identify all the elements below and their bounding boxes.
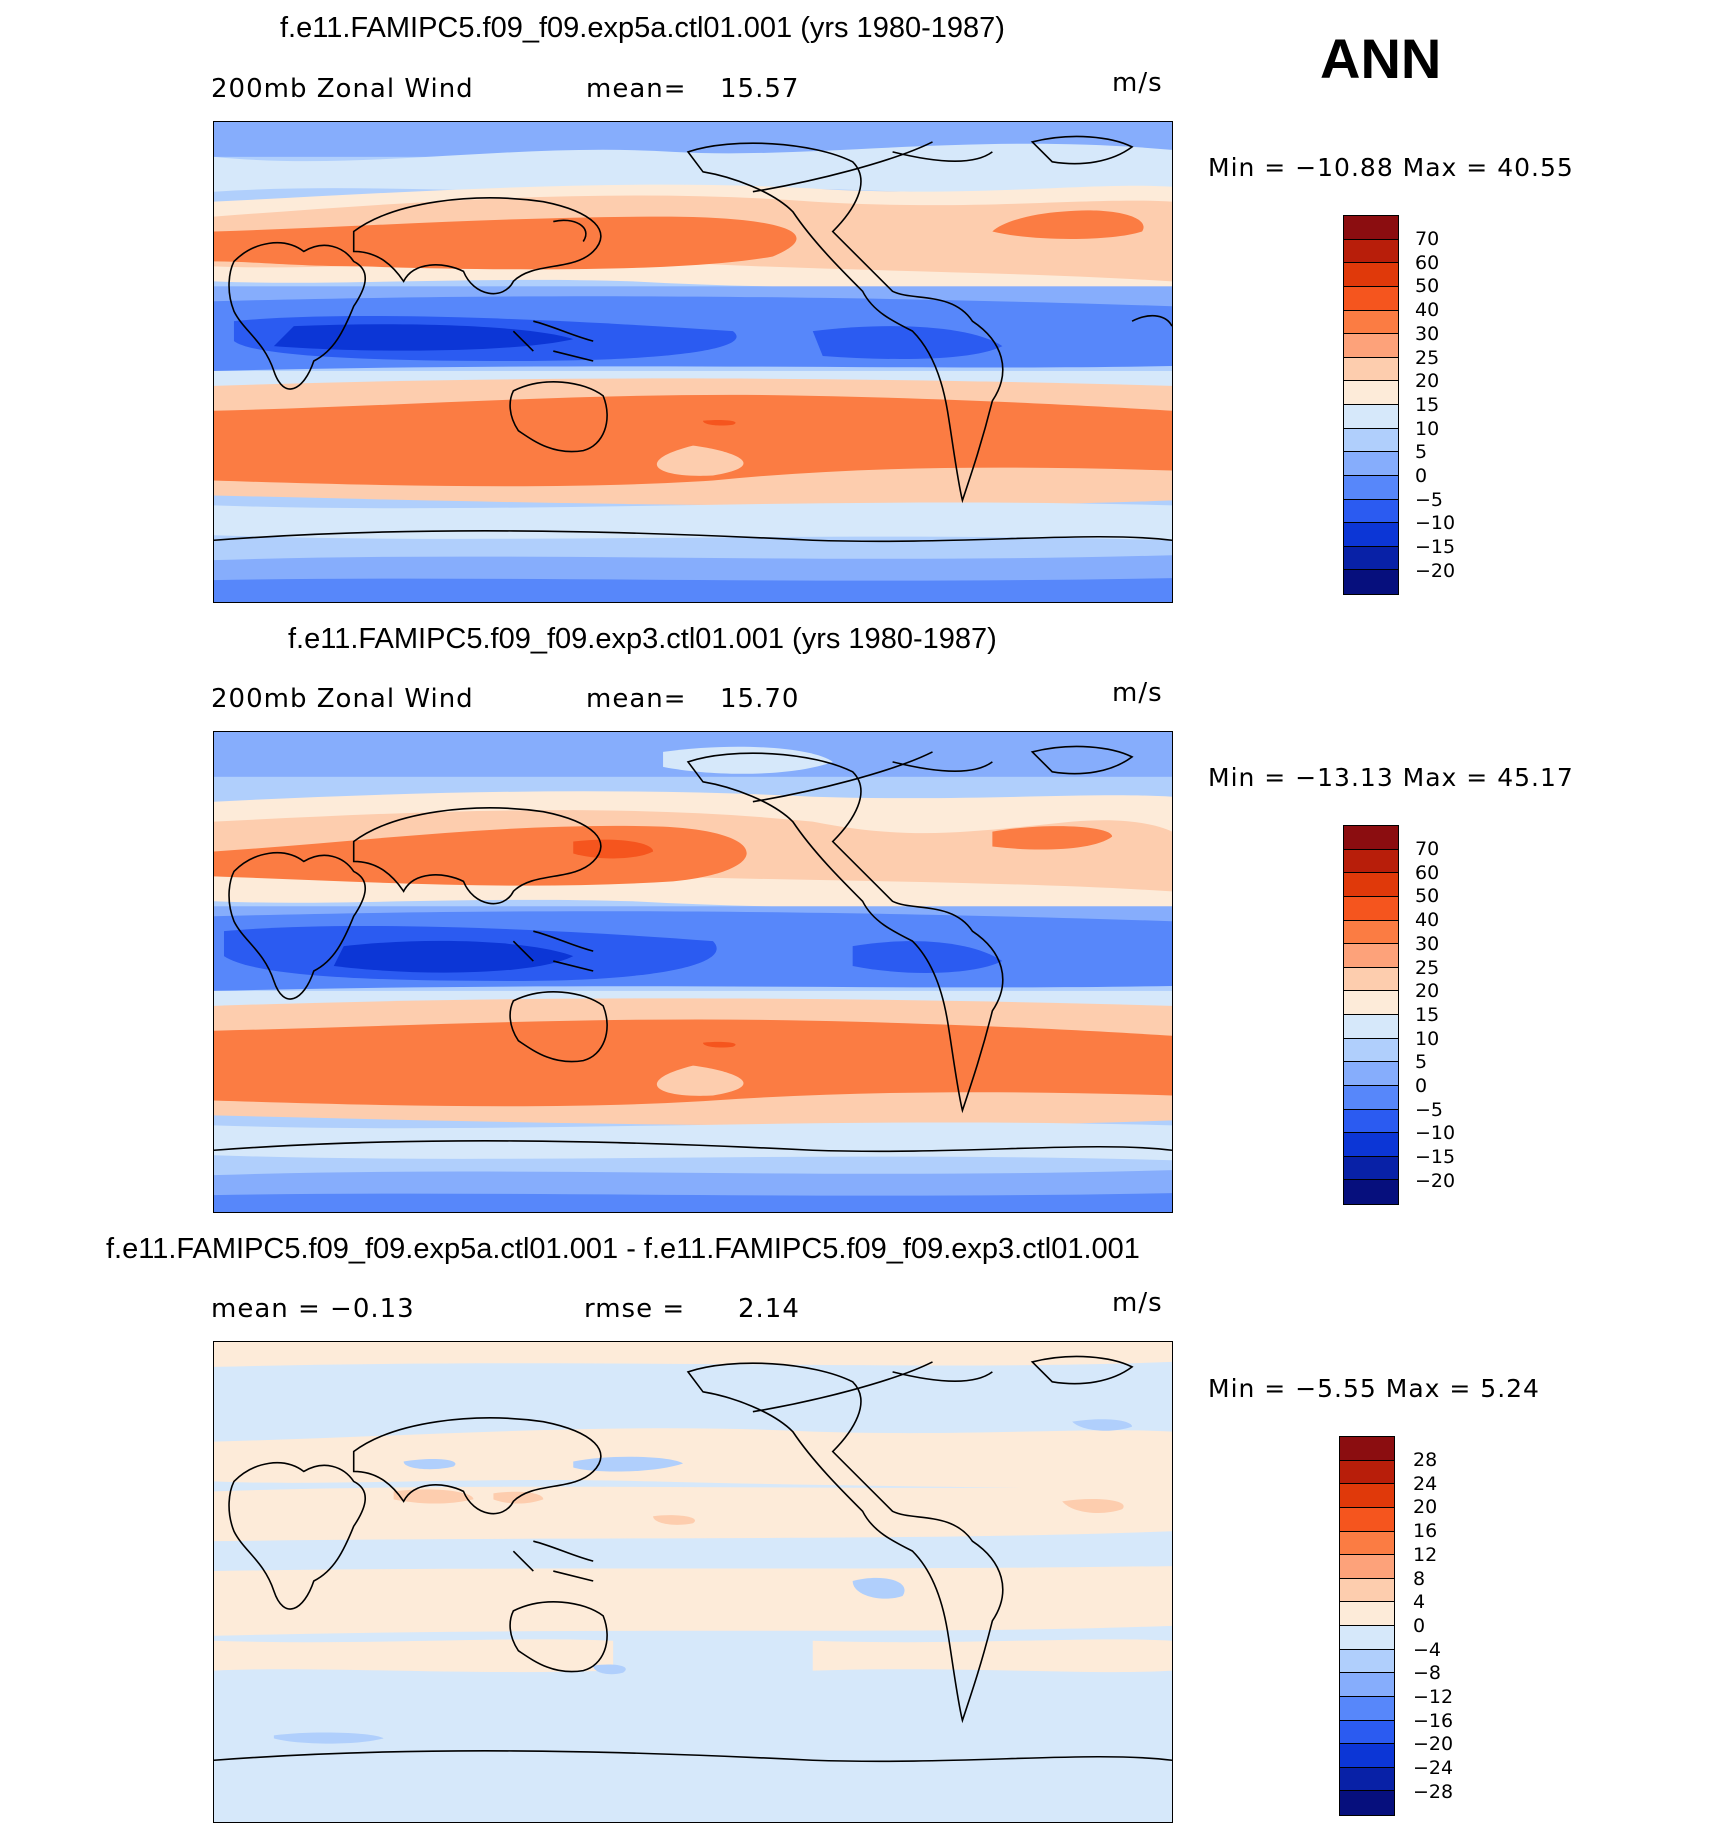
panel2-minmax: Min = −13.13 Max = 45.17 — [1208, 763, 1574, 792]
colorbar-tick-label: 50 — [1415, 275, 1440, 298]
panel3-title: f.e11.FAMIPC5.f09_f09.exp5a.ctl01.001 - … — [106, 1233, 1140, 1265]
season-label: ANN — [1320, 27, 1442, 90]
colorbar-tick-label: 0 — [1415, 1075, 1428, 1098]
colorbar-tick-label: −5 — [1415, 1098, 1444, 1121]
panel3-map — [213, 1341, 1173, 1823]
panel1-colorbar — [1343, 215, 1399, 595]
panel1-mean-value: 15.57 — [720, 74, 800, 104]
colorbar-tick-label: −20 — [1415, 559, 1456, 582]
colorbar-tick-label: −15 — [1415, 1146, 1456, 1169]
colorbar-tick-label: 70 — [1415, 838, 1440, 860]
colorbar-tick-label: −24 — [1413, 1757, 1454, 1780]
panel1-minmax: Min = −10.88 Max = 40.55 — [1208, 153, 1574, 182]
colorbar-tick-label: 40 — [1415, 299, 1440, 322]
colorbar-tick-label: 50 — [1415, 885, 1440, 908]
colorbar-tick-label: 10 — [1415, 1027, 1440, 1050]
colorbar-tick-label: 15 — [1415, 1003, 1440, 1026]
colorbar-tick-label: 10 — [1415, 417, 1440, 440]
panel2-field-label: 200mb Zonal Wind — [211, 684, 474, 714]
panel2-map — [213, 731, 1173, 1213]
colorbar-tick-label: −10 — [1415, 1122, 1456, 1145]
colorbar-tick-label: 60 — [1415, 861, 1440, 884]
panel2-colorbar-labels: 70 60 50 40 30 25 20 15 10 5 0 −5 −10 −15 −20 — [1415, 838, 1455, 1194]
colorbar-tick-label: 5 — [1415, 441, 1428, 464]
panel3-rmse-label: rmse = — [584, 1294, 686, 1324]
colorbar-tick-label: 40 — [1415, 909, 1440, 932]
colorbar-tick-label: −4 — [1413, 1638, 1442, 1661]
colorbar-tick-label: −16 — [1413, 1709, 1454, 1732]
colorbar-tick-label: 30 — [1415, 322, 1440, 345]
colorbar-tick-label: −5 — [1415, 488, 1444, 511]
colorbar-tick-label: −12 — [1413, 1686, 1454, 1709]
colorbar-tick-label: 0 — [1413, 1614, 1426, 1637]
colorbar-tick-label: −15 — [1415, 536, 1456, 559]
panel3-minmax: Min = −5.55 Max = 5.24 — [1208, 1374, 1540, 1403]
colorbar-tick-label: 20 — [1413, 1496, 1438, 1519]
panel3-mean-label: mean = −0.13 — [211, 1294, 415, 1324]
colorbar-tick-label: 12 — [1413, 1543, 1438, 1566]
panel1-contour-field — [214, 122, 1172, 602]
panel1-map — [213, 121, 1173, 603]
colorbar-tick-label: 25 — [1415, 346, 1440, 369]
panel1-field-label: 200mb Zonal Wind — [211, 74, 474, 104]
colorbar-tick-label: 8 — [1413, 1567, 1426, 1590]
panel1-mean-label: mean= — [586, 74, 687, 104]
colorbar-tick-label: −8 — [1413, 1662, 1442, 1685]
colorbar-tick-label: 20 — [1415, 370, 1440, 393]
panel3-colorbar — [1339, 1436, 1395, 1816]
panel3-rmse-value: 2.14 — [738, 1294, 800, 1324]
colorbar-tick-label: −20 — [1413, 1733, 1454, 1756]
colorbar-tick-label: −28 — [1413, 1780, 1454, 1803]
panel1-units: m/s — [1112, 68, 1163, 98]
panel3-units: m/s — [1112, 1288, 1163, 1318]
colorbar-tick-label: 20 — [1415, 980, 1440, 1003]
colorbar-tick-label: 16 — [1413, 1520, 1438, 1543]
panel3-contour-field — [214, 1342, 1172, 1822]
panel3-colorbar-labels: 28 24 20 16 12 8 4 0 −4 −8 −12 −16 −20 −24 −28 — [1413, 1449, 1453, 1805]
colorbar-tick-label: −20 — [1415, 1169, 1456, 1192]
colorbar-tick-label: 5 — [1415, 1051, 1428, 1074]
panel2-colorbar — [1343, 825, 1399, 1205]
panel2-mean-label: mean= — [586, 684, 687, 714]
colorbar-tick-label: 25 — [1415, 956, 1440, 979]
colorbar-tick-label: 28 — [1413, 1449, 1438, 1471]
panel2-contour-field — [214, 732, 1172, 1212]
colorbar-tick-label: −10 — [1415, 512, 1456, 535]
colorbar-tick-label: 15 — [1415, 393, 1440, 416]
panel1-title: f.e11.FAMIPC5.f09_f09.exp5a.ctl01.001 (y… — [280, 12, 1005, 44]
colorbar-tick-label: 30 — [1415, 932, 1440, 955]
colorbar-tick-label: 4 — [1413, 1591, 1426, 1614]
colorbar-tick-label: 60 — [1415, 251, 1440, 274]
panel2-mean-value: 15.70 — [720, 684, 800, 714]
panel2-title: f.e11.FAMIPC5.f09_f09.exp3.ctl01.001 (yr… — [288, 623, 997, 655]
colorbar-tick-label: 24 — [1413, 1472, 1438, 1495]
colorbar-tick-label: 70 — [1415, 228, 1440, 250]
colorbar-tick-label: 0 — [1415, 465, 1428, 488]
panel2-units: m/s — [1112, 678, 1163, 708]
panel1-colorbar-labels: 70 60 50 40 30 25 20 15 10 5 0 −5 −10 −15 −20 — [1415, 228, 1455, 584]
